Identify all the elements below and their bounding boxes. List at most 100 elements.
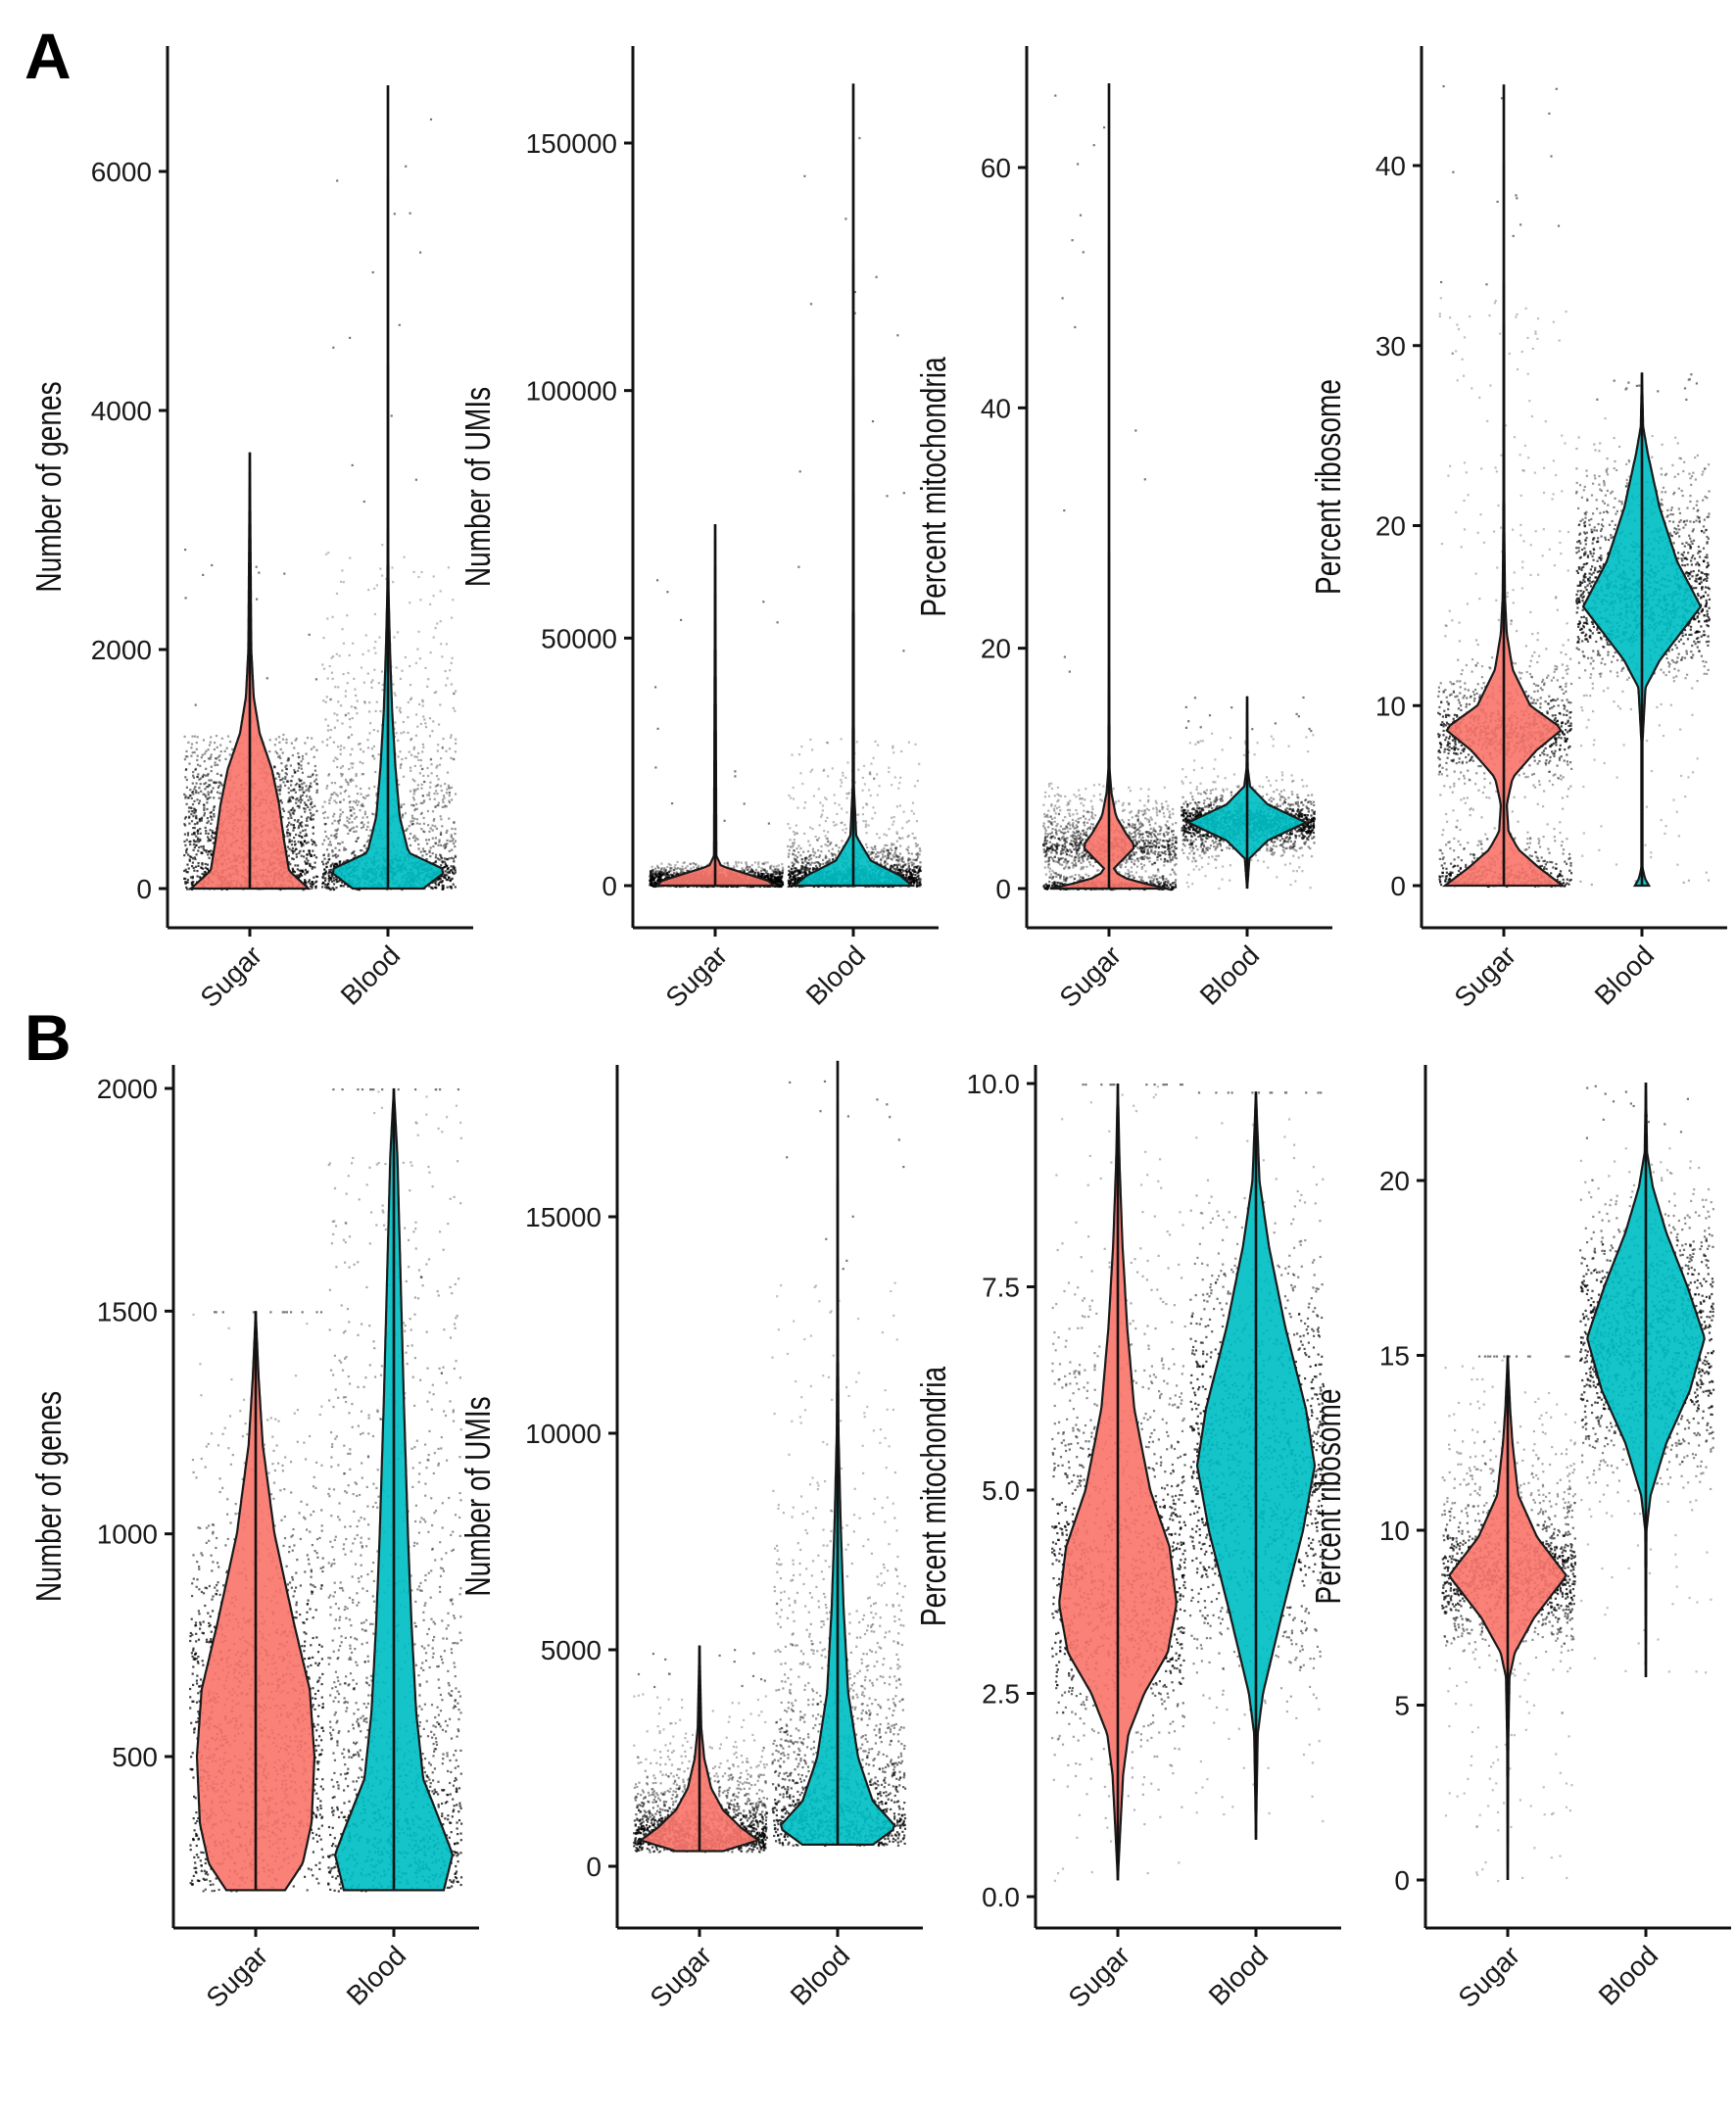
data-point-sugar	[277, 775, 281, 779]
data-point-blood	[333, 792, 336, 795]
data-point-sugar	[224, 757, 227, 760]
data-point-sugar	[315, 809, 318, 812]
data-point-sugar	[210, 765, 213, 768]
data-point-blood	[363, 810, 366, 813]
data-point-sugar	[203, 806, 206, 809]
data-point-sugar	[300, 874, 304, 877]
data-point-sugar	[199, 820, 202, 823]
data-point-blood	[349, 753, 352, 756]
data-point-blood	[409, 766, 412, 769]
data-point-sugar	[292, 789, 295, 792]
data-point-blood	[350, 705, 353, 708]
data-point-blood	[329, 729, 332, 732]
data-point-blood	[360, 666, 363, 669]
data-point-sugar	[210, 849, 213, 852]
data-point-blood	[405, 829, 409, 832]
data-point-blood	[343, 791, 346, 794]
data-point-sugar	[667, 870, 670, 874]
data-point-blood	[423, 780, 426, 784]
data-point-blood	[327, 874, 330, 878]
data-point-blood	[454, 871, 457, 874]
data-point-sugar	[195, 853, 198, 856]
data-point-sugar	[209, 784, 212, 787]
data-point-sugar	[292, 811, 295, 814]
data-point-sugar	[287, 810, 290, 813]
data-point-blood	[810, 861, 813, 864]
data-point-blood	[327, 872, 330, 875]
data-point-sugar	[669, 873, 672, 876]
data-point-blood	[339, 813, 342, 816]
data-point-sugar	[656, 866, 659, 869]
data-point-blood	[395, 666, 398, 669]
data-point-sugar	[213, 837, 216, 840]
data-point-sugar	[299, 822, 302, 825]
data-point-sugar	[301, 783, 304, 786]
data-point-sugar	[650, 883, 652, 886]
data-point-sugar	[184, 796, 187, 799]
data-point-sugar	[183, 840, 186, 843]
data-point-blood	[328, 801, 331, 804]
data-point-sugar	[314, 856, 318, 859]
data-point-blood	[347, 781, 350, 785]
data-point-blood	[419, 722, 422, 726]
data-point-blood	[403, 731, 406, 734]
data-point-blood	[452, 857, 456, 860]
data-point-blood	[453, 821, 456, 825]
data-point-sugar	[207, 820, 210, 823]
data-point-blood	[426, 794, 429, 796]
data-point-blood	[412, 793, 415, 795]
data-point-blood	[820, 844, 823, 848]
data-point-sugar	[213, 815, 216, 818]
data-point-sugar	[185, 786, 188, 789]
data-point-sugar	[193, 846, 196, 849]
data-point-sugar	[288, 847, 291, 850]
data-point-blood	[436, 622, 439, 625]
data-point-sugar	[203, 808, 206, 812]
data-point-sugar	[294, 770, 297, 774]
data-point-blood	[444, 845, 448, 848]
data-point-blood	[375, 584, 378, 587]
data-point-sugar	[296, 820, 299, 823]
data-point-blood	[361, 849, 363, 852]
data-point-sugar	[311, 737, 313, 740]
data-point-sugar	[288, 841, 291, 844]
data-point-blood	[439, 703, 442, 706]
data-point-blood	[803, 868, 807, 871]
data-point-sugar	[290, 844, 293, 846]
data-point-sugar	[652, 873, 655, 876]
data-point-sugar	[193, 823, 196, 826]
data-point-blood	[446, 829, 449, 832]
data-point-blood	[345, 780, 348, 784]
data-point-blood	[410, 814, 413, 817]
data-point-sugar	[727, 864, 730, 867]
data-point-blood	[338, 654, 341, 657]
data-point-blood	[439, 590, 442, 593]
data-point-blood	[436, 878, 439, 881]
data-point-sugar	[769, 865, 772, 868]
data-point-sugar	[675, 871, 678, 874]
data-point-sugar	[300, 760, 303, 763]
data-point-blood	[358, 800, 361, 803]
data-point-sugar	[199, 840, 202, 843]
data-point-sugar	[210, 816, 213, 819]
data-point-blood	[367, 794, 370, 796]
data-point-blood	[449, 886, 452, 889]
data-point-blood	[417, 575, 420, 579]
data-point-blood	[359, 760, 362, 763]
data-point-blood	[343, 860, 346, 863]
data-point-sugar	[761, 862, 764, 865]
data-point-sugar	[201, 863, 204, 866]
data-point-blood	[897, 871, 900, 874]
data-point-sugar	[309, 785, 312, 788]
data-point-blood	[376, 730, 379, 733]
data-point-sugar	[675, 867, 678, 870]
data-point-sugar	[184, 795, 187, 797]
data-point-blood	[425, 839, 428, 842]
data-point-blood	[432, 819, 435, 822]
data-point-blood	[414, 734, 417, 737]
data-point-sugar	[213, 806, 216, 809]
data-point-blood	[339, 862, 342, 865]
data-point-sugar	[217, 755, 220, 758]
data-point-sugar	[185, 802, 188, 805]
data-point-sugar	[210, 822, 213, 825]
